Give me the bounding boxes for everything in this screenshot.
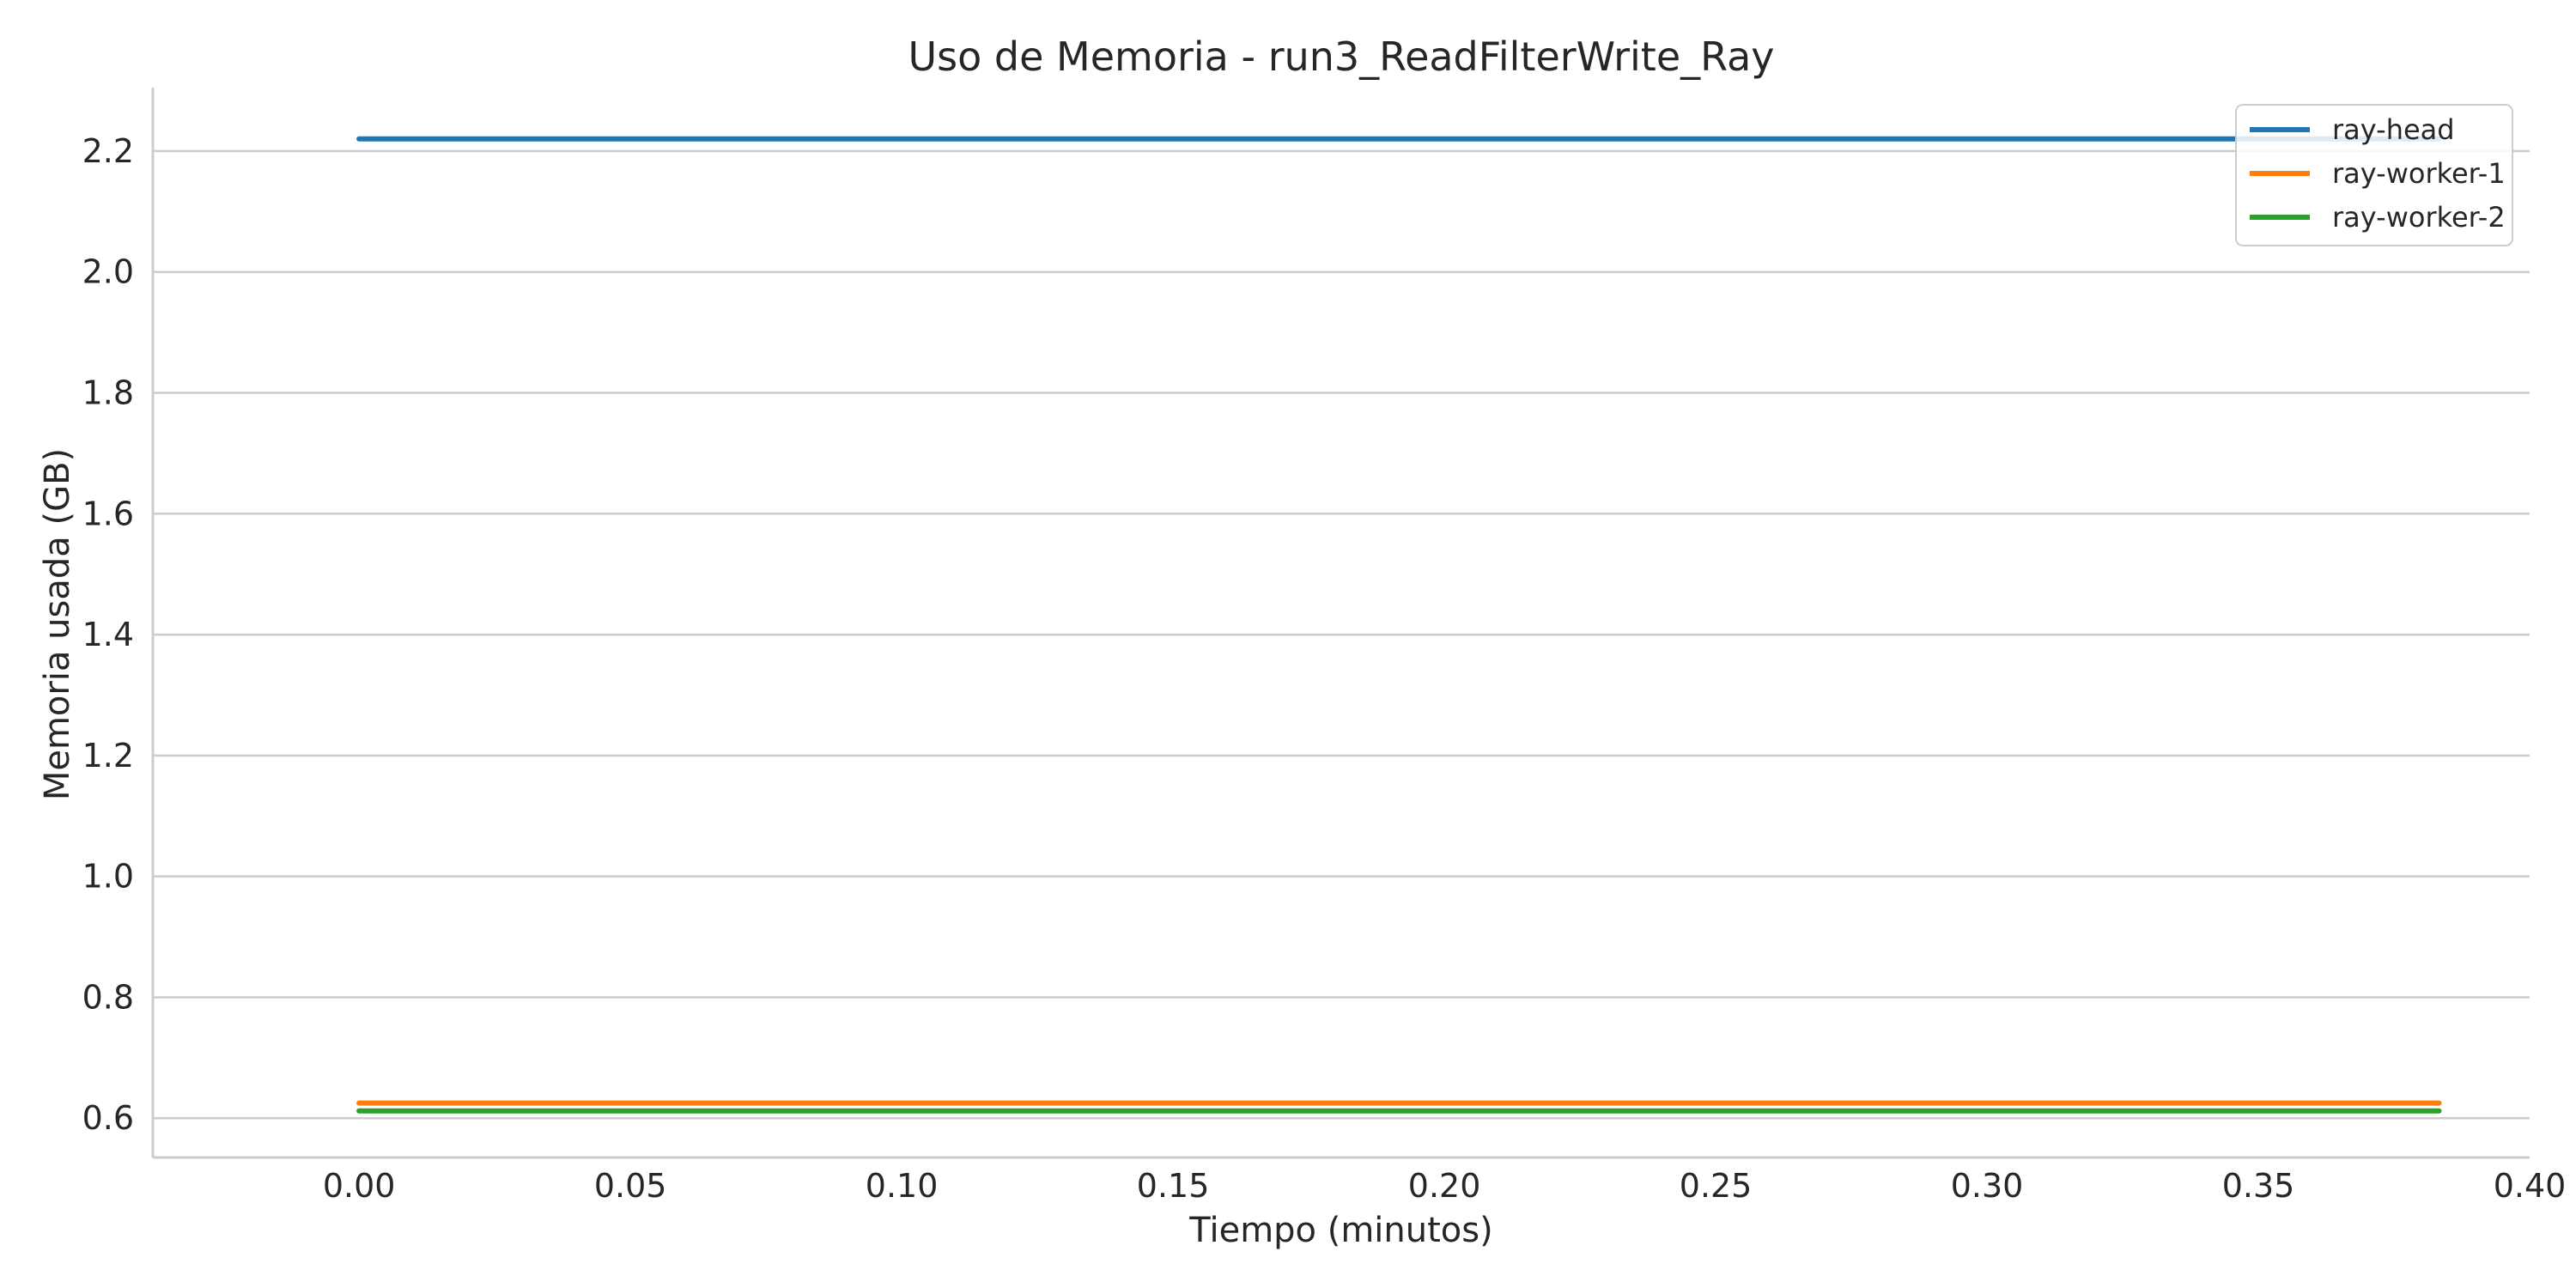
gridlines <box>153 149 2530 1120</box>
y-tick-label: 2.0 <box>82 253 134 291</box>
tick-labels: 0.6 0.8 1.0 1.2 1.4 1.6 1.8 2.0 2.2 0.00 0.05 0.10 0… <box>82 132 2567 1205</box>
y-tick-label: 1.6 <box>82 495 134 532</box>
y-tick-label: 2.2 <box>82 132 134 170</box>
legend: ray-head ray-worker-1 ray-worker-2 <box>2235 104 2513 246</box>
x-axis-label: Tiempo (minutos) <box>1188 1211 1492 1250</box>
legend-label-ray-head: ray-head <box>2332 113 2455 146</box>
x-tick-label: 0.40 <box>2494 1167 2567 1205</box>
legend-label-ray-worker-2: ray-worker-2 <box>2332 201 2506 234</box>
y-tick-label: 1.2 <box>82 737 134 775</box>
y-tick-label: 1.8 <box>82 374 134 411</box>
axis-spines <box>151 88 2530 1159</box>
series-lines <box>356 136 2442 1114</box>
x-tick-label: 0.00 <box>323 1167 396 1205</box>
legend-label-ray-worker-1: ray-worker-1 <box>2332 157 2506 190</box>
x-tick-label: 0.25 <box>1680 1167 1753 1205</box>
y-tick-label: 0.8 <box>82 978 134 1016</box>
x-tick-label: 0.30 <box>1951 1167 2024 1205</box>
legend-frame <box>2235 104 2513 246</box>
y-tick-label: 1.4 <box>82 616 134 653</box>
y-tick-label: 0.6 <box>82 1099 134 1137</box>
x-tick-label: 0.15 <box>1137 1167 1210 1205</box>
chart-title: Uso de Memoria - run3_ReadFilterWrite_Ra… <box>908 33 1775 80</box>
y-tick-label: 1.0 <box>82 858 134 896</box>
x-tick-label: 0.35 <box>2222 1167 2295 1205</box>
x-tick-label: 0.20 <box>1408 1167 1481 1205</box>
x-tick-label: 0.10 <box>866 1167 939 1205</box>
y-axis-label: Memoria usada (GB) <box>38 448 77 800</box>
x-tick-label: 0.05 <box>594 1167 667 1205</box>
